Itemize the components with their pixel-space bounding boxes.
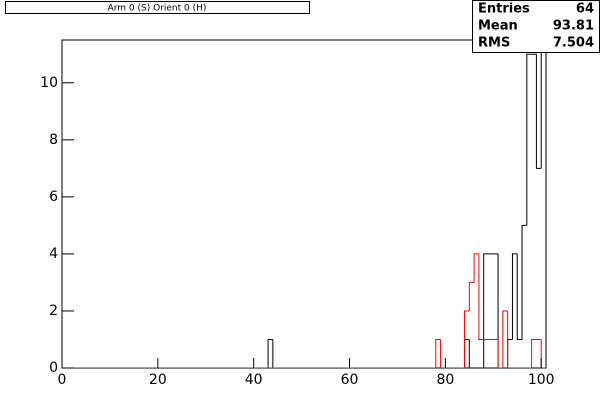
y-tick-label: 10 — [40, 75, 58, 91]
x-tick-label: 80 — [436, 372, 454, 388]
x-tick-label: 40 — [245, 372, 263, 388]
hist-bin — [526, 53, 532, 226]
hist-bin — [464, 310, 470, 368]
histograms — [62, 40, 546, 368]
x-tick-label: 100 — [528, 372, 555, 388]
x-tick-label: 0 — [58, 372, 67, 388]
hist-bin — [502, 310, 508, 368]
hist-bin — [440, 339, 446, 368]
hist-bin — [521, 224, 527, 340]
hist-bin — [497, 339, 503, 368]
stat-value: 7.504 — [553, 36, 594, 51]
y-tick-label: 8 — [49, 132, 58, 148]
y-tick-label: 4 — [49, 246, 58, 262]
hist-bin — [267, 338, 273, 368]
hist-bin — [540, 339, 546, 368]
y-tick-label: 6 — [49, 189, 58, 205]
hist-bin — [483, 253, 489, 368]
stat-value: 64 — [576, 2, 594, 17]
hist-bin — [468, 339, 475, 368]
hist-bin — [531, 338, 537, 368]
stat-label: Mean — [478, 19, 518, 34]
hist-bin — [511, 253, 518, 340]
hist-bin — [497, 253, 503, 368]
hist-bin — [272, 339, 278, 368]
stat-label: RMS — [478, 36, 510, 51]
x-tick-label: 60 — [341, 372, 359, 388]
hist-bin — [468, 281, 475, 311]
hist-bin — [516, 253, 523, 340]
hist-bin — [478, 253, 484, 340]
hist-bin — [473, 253, 479, 283]
hist-bin — [540, 40, 542, 169]
chart-title: Arm 0 (S) Orient 0 (H) — [108, 4, 207, 14]
hist-bin — [535, 54, 542, 169]
stats: Entries 64 Mean 93.81 RMS 7.504 — [478, 2, 594, 51]
stat-value: 93.81 — [553, 19, 594, 34]
hist-bin — [507, 310, 513, 368]
stats-box — [472, 0, 600, 53]
hist-bin — [435, 338, 441, 368]
x-tick-label: 20 — [149, 372, 167, 388]
stat-label: Entries — [478, 2, 530, 17]
title-box — [5, 1, 310, 14]
y-tick-label: 2 — [49, 303, 58, 319]
y-tick-label: 0 — [49, 360, 58, 376]
